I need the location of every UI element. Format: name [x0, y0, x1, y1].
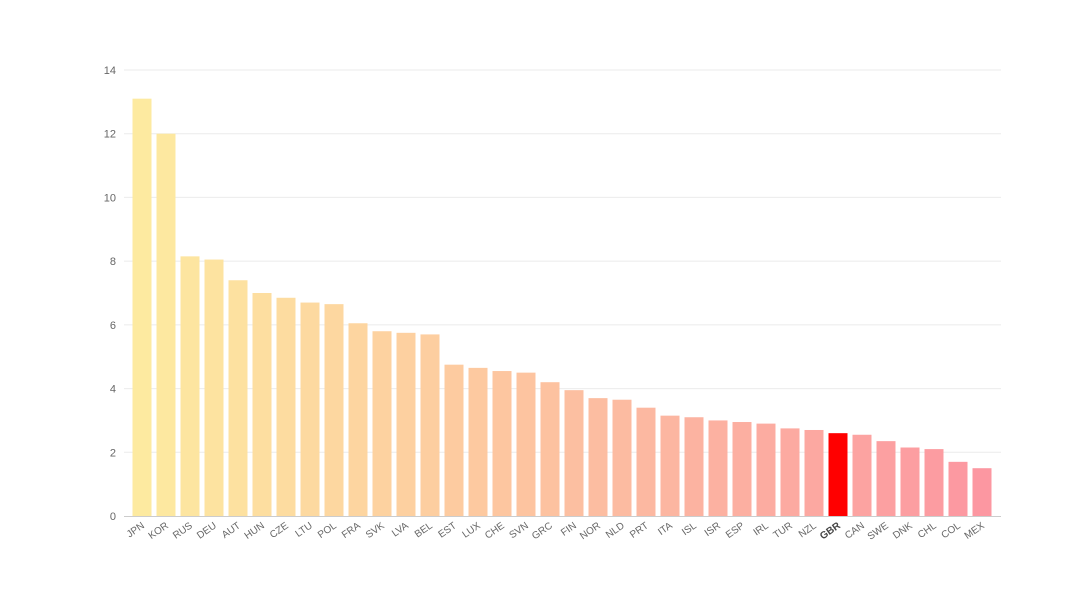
- x-tick-label-fra: FRA: [340, 520, 363, 541]
- bar-can[interactable]: [852, 434, 872, 516]
- x-tick-label-chl: CHL: [916, 520, 939, 541]
- x-tick-label-deu: DEU: [195, 520, 219, 541]
- x-tick-label-jpn: JPN: [125, 520, 147, 540]
- x-tick-label-prt: PRT: [628, 520, 651, 540]
- bar-chl[interactable]: [924, 449, 944, 516]
- bar-deu[interactable]: [204, 259, 224, 516]
- x-tick-label-pol: POL: [316, 520, 339, 541]
- bar-tur[interactable]: [780, 428, 800, 516]
- x-tick-label-svk: SVK: [364, 520, 387, 541]
- bar-svn[interactable]: [516, 372, 536, 516]
- bar-kor[interactable]: [156, 133, 176, 516]
- x-tick-label-aut: AUT: [220, 520, 243, 540]
- bar-isl[interactable]: [684, 417, 704, 516]
- x-tick-label-isl: ISL: [680, 520, 699, 538]
- bar-bel[interactable]: [420, 334, 440, 516]
- y-tick-label: 4: [110, 384, 116, 396]
- bar-esp[interactable]: [732, 422, 752, 516]
- bar-col[interactable]: [948, 461, 968, 516]
- x-tick-label-nld: NLD: [604, 520, 627, 540]
- x-tick-label-grc: GRC: [530, 520, 555, 542]
- x-tick-label-fin: FIN: [559, 520, 579, 538]
- x-tick-label-esp: ESP: [724, 520, 747, 541]
- x-tick-label-kor: KOR: [147, 520, 171, 541]
- bar-svk[interactable]: [372, 331, 392, 516]
- x-tick-label-ltu: LTU: [294, 520, 315, 539]
- bar-est[interactable]: [444, 364, 464, 516]
- x-tick-label-nor: NOR: [578, 520, 603, 542]
- y-tick-label: 6: [110, 320, 116, 332]
- bar-prt[interactable]: [636, 407, 656, 516]
- x-tick-label-lux: LUX: [460, 520, 483, 540]
- bar-lux[interactable]: [468, 367, 488, 516]
- x-tick-label-swe: SWE: [866, 520, 891, 542]
- bar-che[interactable]: [492, 371, 512, 516]
- y-tick-label: 8: [110, 256, 116, 268]
- x-tick-label-col: COL: [940, 520, 964, 541]
- x-tick-label-gbr: GBR: [818, 520, 843, 542]
- x-tick-label-mex: MEX: [963, 520, 987, 542]
- bar-mex[interactable]: [972, 468, 992, 516]
- x-tick-label-hun: HUN: [243, 520, 267, 541]
- bar-pol[interactable]: [324, 304, 344, 516]
- x-tick-label-lva: LVA: [390, 520, 411, 539]
- bar-nor[interactable]: [588, 398, 608, 516]
- bar-grc[interactable]: [540, 382, 560, 516]
- bar-cze[interactable]: [276, 297, 296, 516]
- bar-swe[interactable]: [876, 441, 896, 516]
- x-tick-label-nzl: NZL: [797, 520, 819, 540]
- bar-layer: [132, 98, 992, 517]
- y-tick-label: 14: [104, 65, 116, 77]
- bar-irl[interactable]: [756, 423, 776, 516]
- bar-lva[interactable]: [396, 332, 416, 516]
- bar-ita[interactable]: [660, 415, 680, 516]
- x-tick-label-est: EST: [436, 520, 458, 540]
- x-tick-label-svn: SVN: [508, 520, 531, 541]
- x-tick-label-can: CAN: [843, 520, 867, 541]
- x-tick-label-rus: RUS: [171, 520, 195, 541]
- x-tick-label-ita: ITA: [656, 520, 675, 538]
- bar-aut[interactable]: [228, 280, 248, 516]
- y-tick-label: 2: [110, 447, 116, 459]
- bar-jpn[interactable]: [132, 98, 152, 517]
- x-tick-label-irl: IRL: [752, 520, 771, 538]
- y-tick-label: 12: [104, 129, 116, 141]
- x-tick-label-cze: CZE: [268, 520, 291, 541]
- x-tick-label-isr: ISR: [703, 520, 723, 539]
- x-tick-label-bel: BEL: [413, 520, 435, 540]
- bar-nzl[interactable]: [804, 429, 824, 516]
- bar-hun[interactable]: [252, 293, 272, 516]
- bar-gbr[interactable]: [828, 433, 848, 516]
- bar-ltu[interactable]: [300, 302, 320, 516]
- bar-fin[interactable]: [564, 390, 584, 516]
- x-tick-label-tur: TUR: [772, 520, 795, 541]
- x-tick-label-dnk: DNK: [891, 520, 915, 541]
- bar-dnk[interactable]: [900, 447, 920, 516]
- y-tick-label: 10: [104, 192, 116, 204]
- bar-isr[interactable]: [708, 420, 728, 516]
- bar-rus[interactable]: [180, 256, 200, 516]
- y-tick-label: 0: [110, 511, 116, 523]
- x-tick-label-che: CHE: [483, 520, 507, 541]
- bar-nld[interactable]: [612, 399, 632, 516]
- bar-fra[interactable]: [348, 323, 368, 516]
